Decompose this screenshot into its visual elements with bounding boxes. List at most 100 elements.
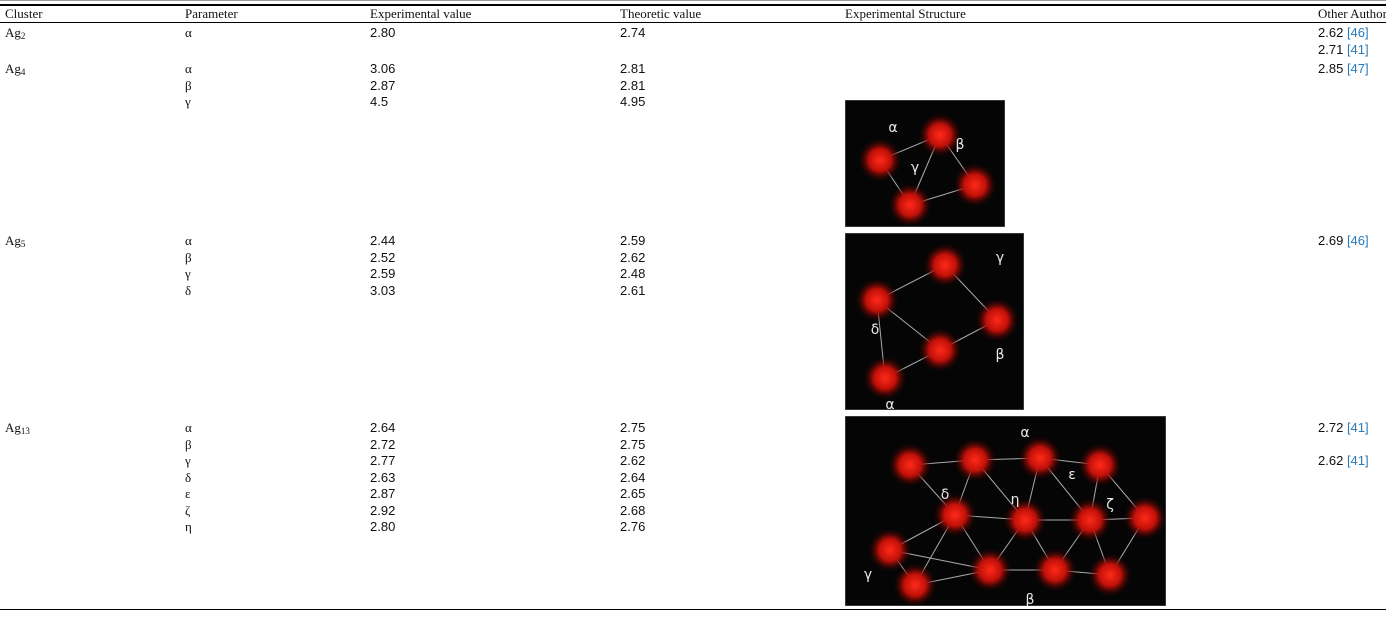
structure-label: ζ (1106, 497, 1114, 513)
other-author: 2.62 [41] (1318, 453, 1369, 469)
structure-image: γ δ β α (845, 233, 1024, 410)
other-value: 2.69 (1318, 233, 1344, 248)
bottom-rule (0, 609, 1386, 610)
atom (953, 438, 997, 482)
cluster-subscript: 13 (20, 426, 30, 436)
parameter: β (185, 436, 192, 452)
reference: [41] (1346, 41, 1369, 57)
other-author: 2.72 [41] (1318, 420, 1369, 436)
structure-label: α (885, 397, 894, 410)
cluster-base: Ag (5, 233, 21, 248)
parameter: α (185, 61, 192, 76)
structure-label: γ (864, 567, 872, 583)
experimental-value: 2.64 (370, 420, 396, 435)
atom (933, 493, 977, 537)
experimental-value: 2.92 (370, 502, 396, 518)
atom (893, 563, 937, 606)
theoretic-value: 2.74 (620, 25, 646, 40)
other-author: 2.71 [41] (1318, 42, 1369, 58)
column-header: Experimental Structure (845, 6, 966, 21)
cluster-name: Ag5 (5, 233, 25, 249)
experimental-value: 2.44 (370, 233, 396, 248)
other-author: 2.69 [46] (1318, 233, 1369, 249)
experimental-value: 3.03 (370, 282, 396, 298)
experimental-value: 2.80 (370, 519, 396, 534)
column-header: Parameter (185, 6, 238, 21)
experimental-value: 2.59 (370, 266, 396, 281)
structure-label: ε (1068, 467, 1076, 483)
experimental-value: 2.80 (370, 25, 396, 40)
caption-edge (0, 0, 1386, 1)
atom (863, 356, 907, 400)
structure-label: α (888, 120, 897, 136)
theoretic-value: 2.48 (620, 266, 646, 281)
experimental-value: 2.63 (370, 469, 396, 485)
top-rule (0, 4, 1386, 6)
parameter: ε (185, 486, 191, 501)
atom (1078, 443, 1122, 487)
atom (1123, 496, 1166, 540)
column-header: Cluster (5, 6, 43, 21)
structure-label: γ (911, 160, 919, 176)
atom (975, 298, 1019, 342)
parameter: γ (185, 266, 191, 281)
atom (1003, 498, 1047, 542)
theoretic-value: 2.75 (620, 436, 646, 452)
theoretic-value: 2.68 (620, 502, 646, 518)
experimental-value: 2.72 (370, 436, 396, 452)
parameter: α (185, 420, 192, 435)
atom (1018, 436, 1062, 480)
other-author: 2.85 [47] (1318, 61, 1369, 77)
atom (888, 183, 932, 227)
other-value: 2.62 (1318, 25, 1344, 40)
parameter: β (185, 249, 192, 265)
structure-label: η (1011, 492, 1020, 508)
structure-image: α ε ζ δ η γ β (845, 416, 1166, 606)
parameter: γ (185, 453, 191, 468)
theoretic-value: 2.75 (620, 420, 646, 435)
reference: [47] (1346, 61, 1369, 76)
cluster-subscript: 5 (20, 239, 26, 249)
structure-label: β (996, 347, 1005, 363)
atom (888, 443, 932, 487)
atom (858, 138, 902, 182)
parameter: α (185, 233, 192, 248)
column-header: Theoretic value (620, 6, 702, 21)
other-value: 2.71 (1318, 41, 1344, 57)
theoretic-value: 2.65 (620, 486, 646, 501)
theoretic-value: 2.64 (620, 469, 646, 485)
atom (855, 278, 899, 322)
theoretic-value: 2.62 (620, 249, 646, 265)
cluster-base: Ag (5, 61, 21, 76)
cluster-subscript: 2 (20, 31, 26, 41)
reference: [46] (1346, 25, 1369, 40)
atom (1088, 553, 1132, 597)
structure-label: β (956, 137, 965, 153)
column-header: Other Authors (1318, 6, 1386, 21)
parameter: η (185, 519, 192, 534)
cluster-name: Ag2 (5, 25, 25, 41)
cluster-base: Ag (5, 25, 21, 40)
parameter: δ (185, 282, 192, 298)
parameter: ζ (185, 502, 191, 518)
atom (923, 243, 967, 287)
structure-label: β (1026, 592, 1035, 606)
cluster-subscript: 4 (20, 67, 26, 77)
structure-label: α (1020, 425, 1029, 441)
atom (918, 328, 962, 372)
reference: [46] (1346, 233, 1369, 248)
parameter: β (185, 77, 192, 93)
other-value: 2.72 (1318, 420, 1344, 435)
theoretic-value: 2.61 (620, 282, 646, 298)
other-value: 2.85 (1318, 61, 1344, 76)
experimental-value: 2.87 (370, 77, 396, 93)
other-author: 2.62 [46] (1318, 25, 1369, 41)
experimental-value: 3.06 (370, 61, 396, 76)
experimental-value: 2.77 (370, 453, 396, 468)
atom (953, 163, 997, 207)
cluster-name: Ag13 (5, 420, 30, 436)
experimental-value: 2.87 (370, 486, 396, 501)
other-value: 2.62 (1318, 453, 1344, 468)
atom (1068, 498, 1112, 542)
